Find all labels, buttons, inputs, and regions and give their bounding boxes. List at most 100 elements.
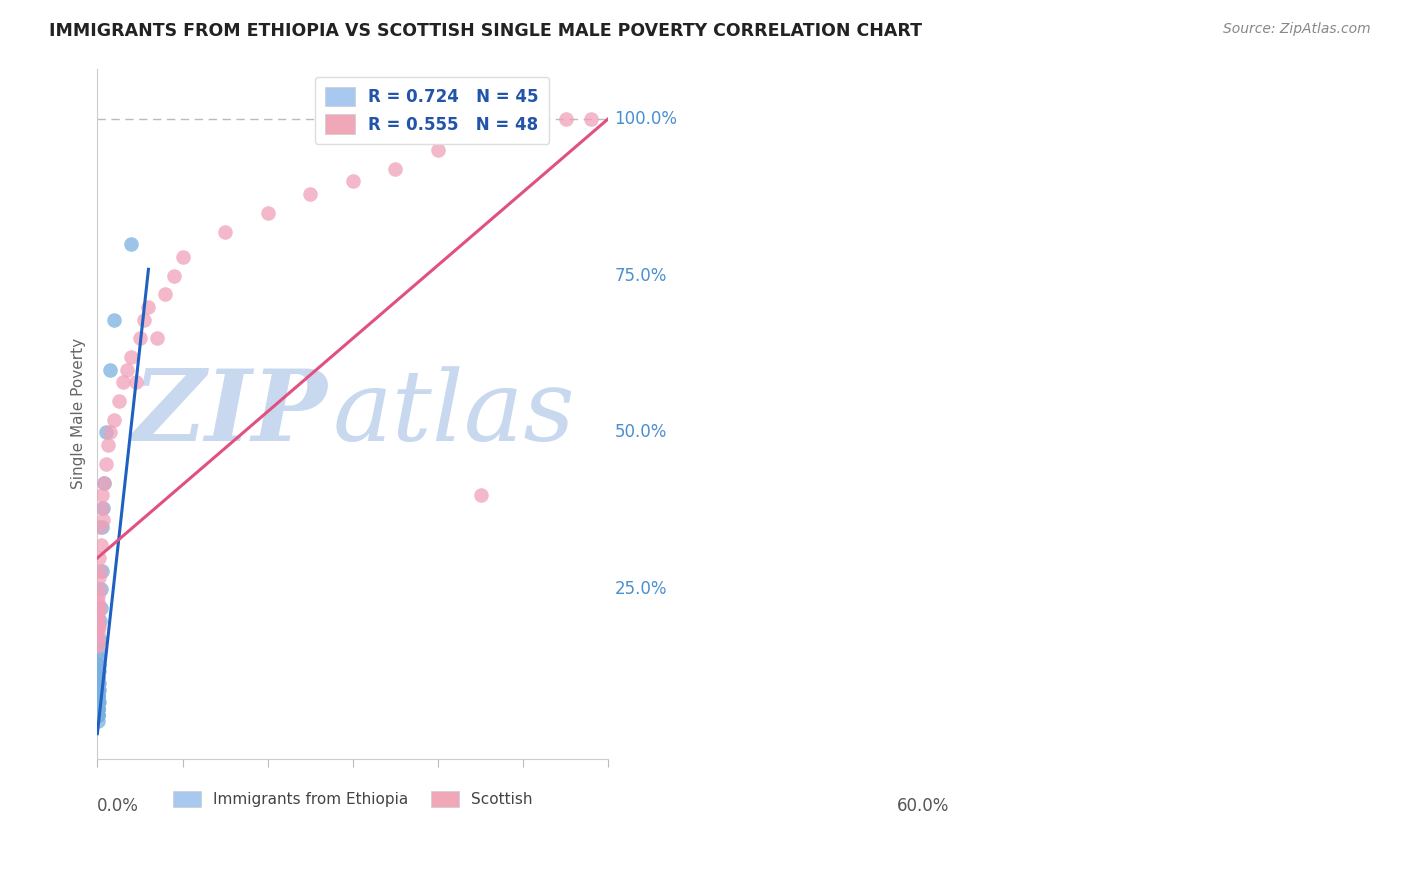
Point: [107, 394, 129, 409]
Point: [111, 376, 134, 390]
Point: [124, 376, 146, 390]
Text: 100.0%: 100.0%: [614, 110, 678, 128]
Point: [87, 582, 110, 597]
Point: [87, 695, 110, 709]
Point: [134, 312, 156, 326]
Text: 75.0%: 75.0%: [614, 267, 666, 285]
Point: [87, 601, 110, 615]
Point: [87, 601, 110, 615]
Point: [342, 174, 364, 188]
Point: [86, 626, 108, 640]
Point: [98, 362, 121, 376]
Text: atlas: atlas: [332, 366, 575, 461]
Point: [86, 714, 108, 728]
Point: [97, 438, 120, 452]
Point: [581, 112, 603, 126]
Point: [155, 287, 177, 301]
Point: [87, 689, 110, 703]
Text: 0.0%: 0.0%: [97, 797, 139, 814]
Point: [91, 488, 114, 502]
Text: 50.0%: 50.0%: [614, 424, 666, 442]
Point: [87, 589, 110, 603]
Point: [86, 639, 108, 653]
Point: [94, 425, 117, 440]
Point: [87, 676, 110, 690]
Point: [87, 676, 110, 690]
Point: [86, 695, 108, 709]
Point: [87, 645, 110, 659]
Point: [87, 676, 110, 690]
Point: [256, 206, 278, 220]
Point: [89, 651, 111, 665]
Point: [87, 670, 110, 684]
Point: [299, 187, 322, 202]
Point: [90, 564, 112, 578]
Point: [120, 350, 142, 364]
Point: [87, 657, 110, 672]
Point: [214, 225, 236, 239]
Point: [89, 614, 111, 628]
Point: [146, 331, 169, 345]
Text: ZIP: ZIP: [132, 366, 328, 462]
Point: [87, 664, 110, 678]
Point: [103, 312, 125, 326]
Point: [91, 500, 114, 515]
Point: [87, 707, 110, 722]
Point: [86, 689, 108, 703]
Point: [384, 161, 406, 176]
Point: [98, 425, 121, 440]
Point: [91, 513, 114, 527]
Point: [87, 670, 110, 684]
Point: [87, 670, 110, 684]
Point: [89, 564, 111, 578]
Point: [87, 682, 110, 697]
Point: [90, 538, 112, 552]
Point: [87, 614, 110, 628]
Point: [94, 457, 117, 471]
Point: [86, 707, 108, 722]
Point: [91, 519, 114, 533]
Point: [93, 475, 115, 490]
Point: [87, 607, 110, 622]
Point: [87, 657, 110, 672]
Point: [87, 701, 110, 715]
Point: [115, 362, 138, 376]
Text: 60.0%: 60.0%: [897, 797, 949, 814]
Point: [87, 695, 110, 709]
Point: [87, 695, 110, 709]
Point: [87, 682, 110, 697]
Point: [163, 268, 186, 283]
Point: [554, 112, 576, 126]
Point: [90, 582, 112, 597]
Point: [89, 519, 111, 533]
Text: Source: ZipAtlas.com: Source: ZipAtlas.com: [1223, 22, 1371, 37]
Point: [87, 707, 110, 722]
Point: [427, 143, 450, 157]
Point: [129, 331, 152, 345]
Point: [87, 664, 110, 678]
Point: [103, 413, 125, 427]
Point: [87, 570, 110, 584]
Point: [87, 689, 110, 703]
Point: [89, 632, 111, 647]
Point: [90, 500, 112, 515]
Point: [87, 695, 110, 709]
Point: [93, 475, 115, 490]
Point: [87, 551, 110, 566]
Point: [87, 620, 110, 634]
Point: [87, 632, 110, 647]
Point: [87, 701, 110, 715]
Point: [87, 620, 110, 634]
Point: [138, 300, 160, 314]
Point: [87, 689, 110, 703]
Legend: Immigrants from Ethiopia, Scottish: Immigrants from Ethiopia, Scottish: [167, 785, 538, 814]
Point: [90, 601, 112, 615]
Point: [87, 682, 110, 697]
Point: [86, 701, 108, 715]
Point: [87, 701, 110, 715]
Point: [87, 682, 110, 697]
Text: 25.0%: 25.0%: [614, 581, 666, 599]
Point: [512, 124, 534, 138]
Point: [470, 488, 492, 502]
Point: [87, 595, 110, 609]
